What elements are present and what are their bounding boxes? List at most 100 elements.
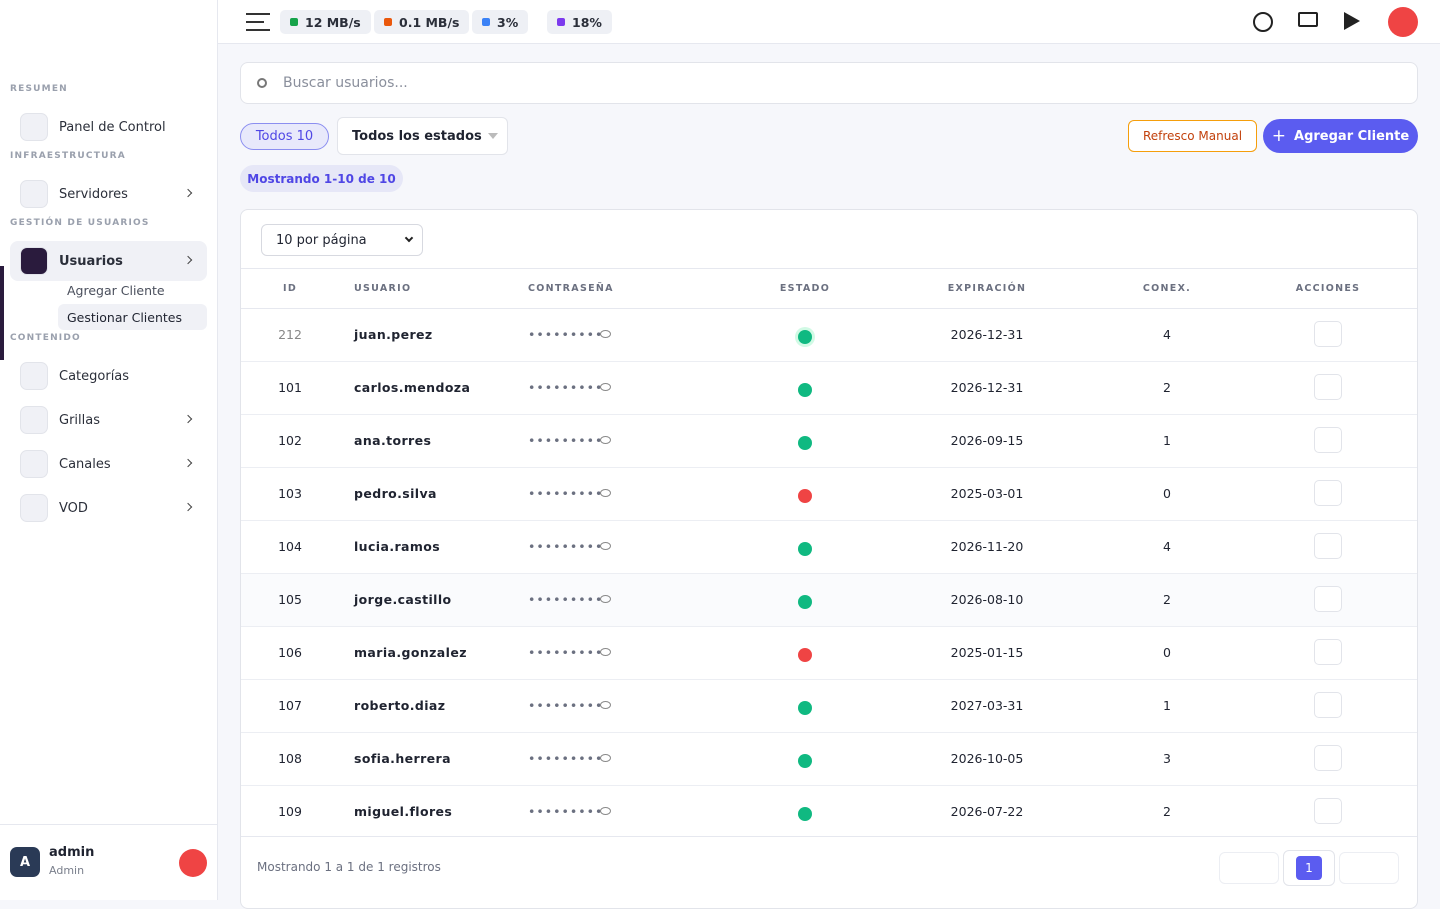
actions-button[interactable] [1314, 798, 1342, 824]
stat-value: 12 MB/s [305, 14, 361, 30]
nav-label: Servidores [59, 186, 128, 202]
show-password[interactable] [600, 436, 611, 444]
chevron [183, 188, 193, 198]
show-password[interactable] [600, 648, 611, 656]
actions-button[interactable] [1314, 745, 1342, 771]
actions-button[interactable] [1314, 586, 1342, 612]
cell-connections: 1 [1163, 433, 1171, 448]
show-password[interactable] [600, 595, 611, 603]
cell-user: ana.torres [354, 433, 432, 448]
section-title: INFRAESTRUCTURA [10, 151, 126, 161]
play-button[interactable] [1344, 12, 1360, 30]
logout-button[interactable] [179, 849, 207, 877]
page-size-select[interactable]: 10 por página [261, 224, 423, 256]
cell-connections: 2 [1163, 804, 1171, 819]
cell-id: 104 [278, 539, 302, 554]
nav-item[interactable]: Servidores [10, 174, 207, 214]
divider [0, 824, 217, 825]
status-filter[interactable]: Todos los estados [337, 117, 508, 155]
stat-chip: 18% [547, 10, 612, 34]
cell-user: carlos.mendoza [354, 380, 471, 395]
show-password[interactable] [600, 807, 611, 815]
nav-item[interactable]: Canales [10, 444, 207, 484]
settings-button[interactable] [1253, 12, 1273, 32]
footer-info: Mostrando 1 a 1 de 1 registros [257, 860, 441, 874]
cell-id: 212 [278, 327, 302, 342]
avatar: A [10, 847, 40, 877]
nav-item[interactable]: Panel de Control [10, 107, 207, 147]
status-dot [798, 807, 812, 821]
actions-button[interactable] [1314, 427, 1342, 453]
cell-user: lucia.ramos [354, 539, 441, 554]
cell-expiration: 2026-09-15 [950, 433, 1024, 448]
show-password[interactable] [600, 330, 611, 338]
filter-all[interactable]: Todos 10 [240, 123, 329, 150]
page-size-label: 10 por página [276, 232, 367, 248]
nav-icon [20, 494, 48, 522]
power-button[interactable] [1388, 7, 1418, 37]
stat-icon [557, 18, 565, 26]
add-client-button[interactable]: + Agregar Cliente [1263, 119, 1418, 153]
show-password[interactable] [600, 754, 611, 762]
actions-button[interactable] [1314, 639, 1342, 665]
actions-button[interactable] [1314, 321, 1342, 347]
search-placeholder: Buscar usuarios... [283, 75, 408, 91]
cell-expiration: 2026-12-31 [950, 380, 1024, 395]
column-header[interactable]: USUARIO [354, 282, 412, 294]
cell-expiration: 2025-01-15 [950, 645, 1024, 660]
table-card [240, 209, 1418, 909]
show-password[interactable] [600, 489, 611, 497]
topbar: 12 MB/s 0.1 MB/s 3% 18% [218, 0, 1440, 44]
cell-id: 107 [278, 698, 302, 713]
status-dot [798, 489, 812, 503]
nav-subitem[interactable]: Agregar Cliente [67, 282, 165, 298]
actions-button[interactable] [1314, 533, 1342, 559]
monitor-button[interactable] [1298, 12, 1318, 27]
cell-user: roberto.diaz [354, 698, 446, 713]
column-header[interactable]: EXPIRACIÓN [947, 282, 1027, 294]
stat-value: 3% [497, 14, 519, 30]
nav-item[interactable]: VOD [10, 488, 207, 528]
cell-password: ••••••••• [528, 486, 604, 501]
cell-password: ••••••••• [528, 433, 604, 448]
cell-password: ••••••••• [528, 804, 604, 819]
column-header[interactable]: ESTADO [779, 282, 831, 294]
show-password[interactable] [600, 542, 611, 550]
search-box[interactable]: Buscar usuarios... [240, 62, 1418, 104]
show-password[interactable] [600, 383, 611, 391]
show-password[interactable] [600, 701, 611, 709]
plus-icon: + [1271, 126, 1287, 146]
section-title: GESTIÓN DE USUARIOS [10, 218, 150, 228]
cell-connections: 0 [1163, 486, 1171, 501]
column-header[interactable]: CONEX. [1142, 282, 1192, 294]
actions-button[interactable] [1314, 480, 1342, 506]
add-client-label: Agregar Cliente [1294, 128, 1410, 144]
actions-button[interactable] [1314, 374, 1342, 400]
cell-password: ••••••••• [528, 751, 604, 766]
nav-label: Usuarios [59, 253, 123, 269]
nav-item[interactable]: Grillas [10, 400, 207, 440]
stat-chip: 12 MB/s [280, 10, 371, 34]
nav-item[interactable]: Usuarios [10, 241, 207, 281]
prev-page[interactable] [1219, 852, 1279, 884]
status-dot [798, 648, 812, 662]
nav-item[interactable]: Categorías [10, 356, 207, 396]
cell-password: ••••••••• [528, 698, 604, 713]
menu-button[interactable] [246, 13, 270, 31]
actions-button[interactable] [1314, 692, 1342, 718]
stat-icon [384, 18, 392, 26]
next-page[interactable] [1339, 852, 1399, 884]
chevron [183, 502, 193, 512]
row-hover [241, 574, 1417, 626]
showing-badge: Mostrando 1-10 de 10 [240, 165, 403, 192]
cell-expiration: 2026-10-05 [950, 751, 1024, 766]
cell-connections: 4 [1163, 327, 1171, 342]
refresh-button[interactable]: Refresco Manual [1128, 120, 1257, 152]
column-header[interactable]: ID [282, 282, 298, 294]
nav-icon [20, 247, 48, 275]
cell-id: 106 [278, 645, 302, 660]
cell-user: miguel.flores [354, 804, 453, 819]
column-header[interactable]: CONTRASEÑA [528, 282, 614, 294]
nav-subitem[interactable]: Gestionar Clientes [58, 304, 207, 330]
page-button[interactable]: 1 [1283, 850, 1335, 886]
